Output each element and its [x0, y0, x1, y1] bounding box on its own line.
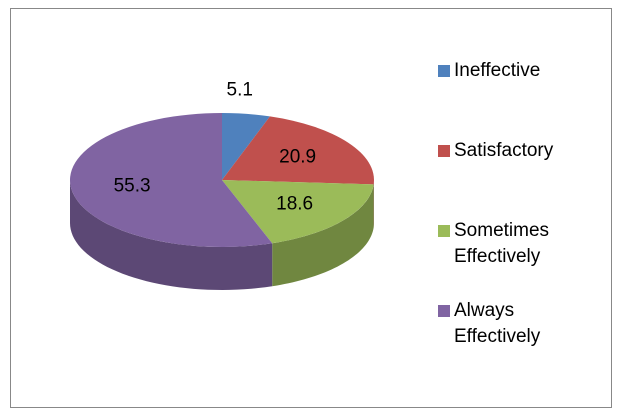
legend-swatch — [438, 145, 450, 157]
legend-label: Satisfactory — [454, 140, 554, 161]
legend-item: Satisfactory — [438, 138, 586, 164]
legend-swatch — [438, 305, 450, 317]
data-label: 5.1 — [227, 80, 253, 101]
legend-label: Ineffective — [454, 60, 541, 81]
legend-label: Always Effectively — [454, 300, 541, 347]
legend-item: Ineffective — [438, 58, 586, 84]
legend-label: Sometimes Effectively — [454, 220, 550, 267]
legend-item: Always Effectively — [438, 298, 586, 350]
pie-side — [272, 184, 374, 287]
pie-slice — [222, 113, 270, 180]
pie-slice — [69, 113, 273, 247]
legend-swatch — [438, 65, 450, 77]
data-label: 55.3 — [114, 176, 151, 197]
data-label: 20.9 — [279, 147, 316, 168]
legend-item: Sometimes Effectively — [438, 218, 586, 270]
legend-swatch — [438, 225, 450, 237]
data-label: 18.6 — [276, 193, 313, 214]
pie-slice — [222, 180, 374, 244]
pie-slice — [222, 116, 374, 185]
pie-side — [70, 180, 273, 290]
